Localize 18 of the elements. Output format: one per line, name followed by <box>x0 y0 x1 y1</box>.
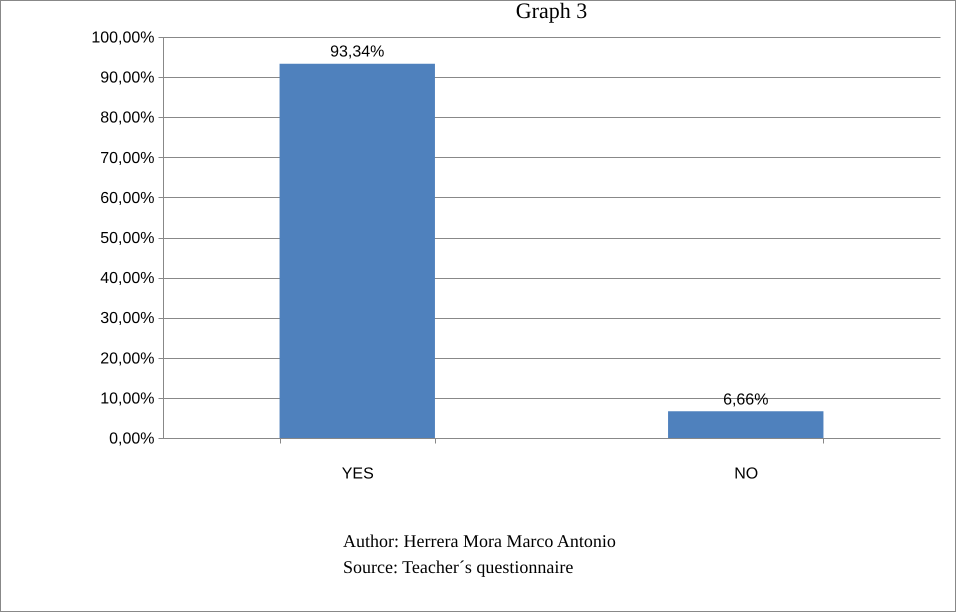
y-tick-label: 100,00% <box>91 30 154 46</box>
y-tick-label: 90,00% <box>100 70 154 87</box>
y-tick-label: 60,00% <box>100 190 154 207</box>
x-tick-label: NO <box>734 466 758 482</box>
chart-title: Graph 3 <box>516 0 588 23</box>
source-note: Source: Teacher´s questionnaire <box>343 556 574 579</box>
data-label: 93,34% <box>330 44 384 61</box>
x-tick-label: YES <box>342 466 374 482</box>
y-tick-label: 10,00% <box>100 390 154 408</box>
y-tick-label: 0,00% <box>109 430 154 448</box>
y-tick-label: 70,00% <box>100 150 154 167</box>
y-tick-label: 20,00% <box>100 350 154 368</box>
y-tick-label: 80,00% <box>100 110 154 127</box>
y-tick-label: 40,00% <box>100 270 154 288</box>
data-label: 6,66% <box>723 391 768 408</box>
text: Author: Herrera Mora Marco Antonio <box>343 530 616 553</box>
y-tick-label: 50,00% <box>100 230 154 247</box>
y-tick-label: 30,00% <box>100 310 154 328</box>
